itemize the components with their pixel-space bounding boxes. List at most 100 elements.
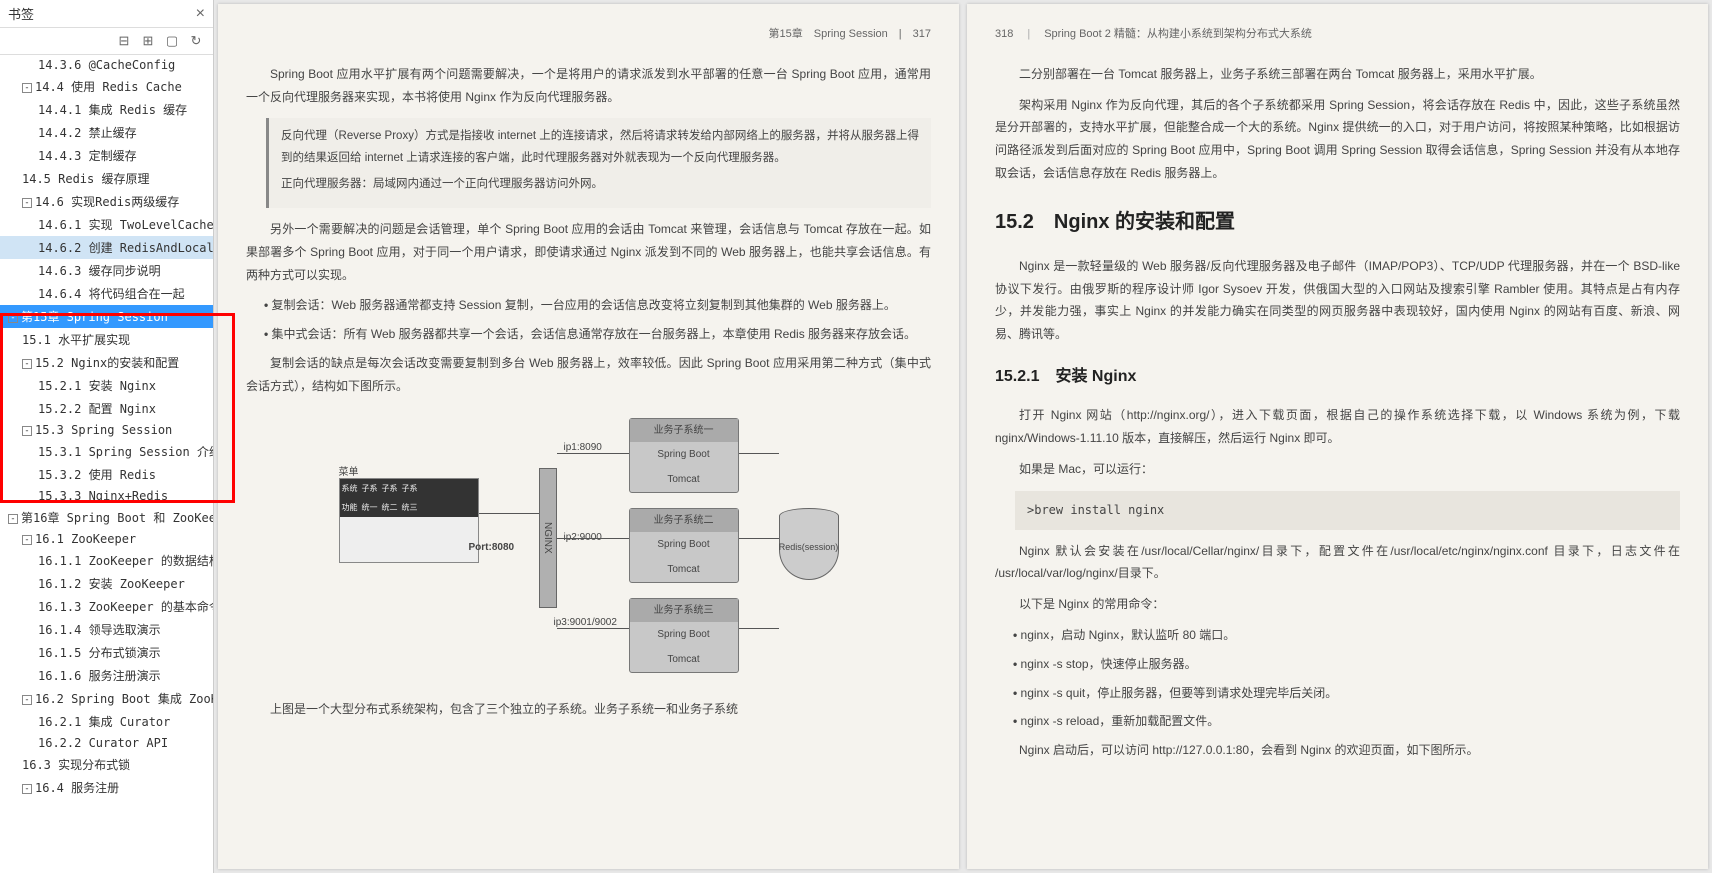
toc-item[interactable]: 16.1.5 分布式锁演示: [0, 641, 213, 664]
toc-label: 第16章 Spring Boot 和 ZooKeeper: [21, 511, 213, 525]
collapse-icon[interactable]: ⊟: [115, 32, 133, 50]
toc-label: 16.4 服务注册: [35, 781, 119, 795]
toc-label: 14.4.1 集成 Redis 缓存: [38, 103, 187, 117]
page-number: 318: [995, 24, 1013, 45]
toc-item[interactable]: -15.2 Nginx的安装和配置: [0, 351, 213, 374]
sidebar-header: 书签 ×: [0, 0, 213, 28]
toc-label: 第15章 Spring Session: [21, 310, 168, 324]
nginx-box: NGINX: [539, 468, 557, 608]
toc-item[interactable]: 14.4.1 集成 Redis 缓存: [0, 98, 213, 121]
toc-label: 16.1.5 分布式锁演示: [38, 646, 161, 660]
bookmark-icon[interactable]: ▢: [163, 32, 181, 50]
page-number: 317: [913, 28, 931, 40]
toc-item[interactable]: -14.4 使用 Redis Cache: [0, 75, 213, 98]
expand-icon[interactable]: ⊞: [139, 32, 157, 50]
toc-tree: 14.3.6 @CacheConfig-14.4 使用 Redis Cache1…: [0, 55, 213, 873]
paragraph: 二分别部署在一台 Tomcat 服务器上，业务子系统三部署在两台 Tomcat …: [995, 63, 1680, 86]
toc-label: 14.5 Redis 缓存原理: [22, 172, 149, 186]
paragraph: Nginx 默认会安装在/usr/local/Cellar/nginx/目录下，…: [995, 540, 1680, 586]
toc-item[interactable]: 14.6.4 将代码组合在一起: [0, 282, 213, 305]
bullet-item: 复制会话：Web 服务器通常都支持 Session 复制，一台应用的会话信息改变…: [246, 294, 931, 317]
toc-label: 14.6.3 缓存同步说明: [38, 264, 161, 278]
toc-label: 14.4.2 禁止缓存: [38, 126, 137, 140]
toc-item[interactable]: 16.1.6 服务注册演示: [0, 664, 213, 687]
quote-box: 反向代理（Reverse Proxy）方式是指接收 internet 上的连接请…: [266, 118, 931, 208]
quote-text: 正向代理服务器：局域网内通过一个正向代理服务器访问外网。: [281, 174, 919, 196]
paragraph: 以下是 Nginx 的常用命令：: [995, 593, 1680, 616]
toggle-icon[interactable]: -: [22, 83, 32, 93]
toc-item[interactable]: -16.1 ZooKeeper: [0, 529, 213, 549]
toc-label: 14.6.1 实现 TwoLevelCacheManager: [38, 218, 213, 232]
paragraph: 打开 Nginx 网站（http://nginx.org/），进入下载页面，根据…: [995, 404, 1680, 450]
bullet-item: nginx -s quit，停止服务器，但要等到请求处理完毕后关闭。: [995, 682, 1680, 705]
toc-item[interactable]: 14.6.2 创建 RedisAndLocalCache: [0, 236, 213, 259]
toggle-icon[interactable]: -: [22, 359, 32, 369]
toc-item[interactable]: 14.3.6 @CacheConfig: [0, 55, 213, 75]
toc-item[interactable]: 15.3.3 Nginx+Redis: [0, 486, 213, 506]
ip-label: ip1:8090: [564, 438, 602, 457]
toc-label: 14.4.3 定制缓存: [38, 149, 137, 163]
toc-item[interactable]: 15.3.1 Spring Session 介绍: [0, 440, 213, 463]
toc-item[interactable]: 15.1 水平扩展实现: [0, 328, 213, 351]
page-right: 318 | Spring Boot 2 精髓：从构建小系统到架构分布式大系统 二…: [967, 4, 1708, 869]
toc-label: 14.6.4 将代码组合在一起: [38, 287, 185, 301]
toc-item[interactable]: 14.4.2 禁止缓存: [0, 121, 213, 144]
toc-item[interactable]: -16.4 服务注册: [0, 776, 213, 799]
toc-label: 16.1.1 ZooKeeper 的数据结构: [38, 554, 213, 568]
toggle-icon[interactable]: -: [22, 198, 32, 208]
bullet-item: 集中式会话：所有 Web 服务器都共享一个会话，会话信息通常存放在一台服务器上，…: [246, 323, 931, 346]
toggle-icon[interactable]: -: [22, 426, 32, 436]
bookmarks-sidebar: 书签 × ⊟ ⊞ ▢ ↻ 14.3.6 @CacheConfig-14.4 使用…: [0, 0, 214, 873]
toc-item[interactable]: 16.3 实现分布式锁: [0, 753, 213, 776]
toc-item[interactable]: 15.2.1 安装 Nginx: [0, 374, 213, 397]
toc-item[interactable]: 16.2.1 集成 Curator: [0, 710, 213, 733]
page-header-right: 318 | Spring Boot 2 精髓：从构建小系统到架构分布式大系统: [995, 24, 1680, 45]
toc-item[interactable]: 16.1.1 ZooKeeper 的数据结构: [0, 549, 213, 572]
redis-cylinder: Redis(session): [779, 508, 839, 588]
toc-item[interactable]: 15.2.2 配置 Nginx: [0, 397, 213, 420]
toc-item[interactable]: 16.2.2 Curator API: [0, 733, 213, 753]
toc-item[interactable]: -15.3 Spring Session: [0, 420, 213, 440]
toc-label: 15.1 水平扩展实现: [22, 333, 130, 347]
toc-label: 16.1 ZooKeeper: [35, 532, 136, 546]
toc-label: 16.2 Spring Boot 集成 ZooKeeper: [35, 692, 213, 706]
paragraph: 复制会话的缺点是每次会话改变需要复制到多台 Web 服务器上，效率较低。因此 S…: [246, 352, 931, 398]
toc-label: 15.3.1 Spring Session 介绍: [38, 445, 213, 459]
toc-label: 16.3 实现分布式锁: [22, 758, 130, 772]
page-header-left: 第15章 Spring Session | 317: [246, 24, 931, 45]
page-viewer: 第15章 Spring Session | 317 Spring Boot 应用…: [214, 0, 1712, 873]
toc-label: 16.1.6 服务注册演示: [38, 669, 161, 683]
toc-label: 14.4 使用 Redis Cache: [35, 80, 182, 94]
toc-label: 14.3.6 @CacheConfig: [38, 58, 175, 72]
page-left: 第15章 Spring Session | 317 Spring Boot 应用…: [218, 4, 959, 869]
toc-item[interactable]: -第16章 Spring Boot 和 ZooKeeper: [0, 506, 213, 529]
toggle-icon[interactable]: -: [22, 784, 32, 794]
system-box: 业务子系统二 Spring Boot Tomcat: [629, 508, 739, 583]
paragraph: 上图是一个大型分布式系统架构，包含了三个独立的子系统。业务子系统一和业务子系统: [246, 698, 931, 721]
toc-item[interactable]: 14.6.1 实现 TwoLevelCacheManager: [0, 213, 213, 236]
toc-label: 16.2.1 集成 Curator: [38, 715, 170, 729]
toggle-icon[interactable]: -: [22, 535, 32, 545]
toc-item[interactable]: 16.1.3 ZooKeeper 的基本命令: [0, 595, 213, 618]
toggle-icon[interactable]: -: [22, 695, 32, 705]
refresh-icon[interactable]: ↻: [187, 32, 205, 50]
heading-2: 15.2 Nginx 的安装和配置: [995, 203, 1680, 241]
system-box: 业务子系统三 Spring Boot Tomcat: [629, 598, 739, 673]
bullet-item: nginx，启动 Nginx，默认监听 80 端口。: [995, 624, 1680, 647]
paragraph: 如果是 Mac，可以运行：: [995, 458, 1680, 481]
toc-item[interactable]: -16.2 Spring Boot 集成 ZooKeeper: [0, 687, 213, 710]
toc-item[interactable]: 14.6.3 缓存同步说明: [0, 259, 213, 282]
book-title: Spring Boot 2 精髓：从构建小系统到架构分布式大系统: [1044, 24, 1312, 45]
toggle-icon[interactable]: -: [8, 514, 18, 524]
paragraph: 另外一个需要解决的问题是会话管理，单个 Spring Boot 应用的会话由 T…: [246, 218, 931, 286]
bullet-item: nginx -s stop，快速停止服务器。: [995, 653, 1680, 676]
toc-item[interactable]: 14.4.3 定制缓存: [0, 144, 213, 167]
toc-item[interactable]: -第15章 Spring Session: [0, 305, 213, 328]
toggle-icon[interactable]: -: [8, 313, 18, 323]
close-icon[interactable]: ×: [196, 5, 205, 23]
toc-item[interactable]: 15.3.2 使用 Redis: [0, 463, 213, 486]
toc-item[interactable]: 16.1.4 领导选取演示: [0, 618, 213, 641]
toc-item[interactable]: 16.1.2 安装 ZooKeeper: [0, 572, 213, 595]
toc-item[interactable]: 14.5 Redis 缓存原理: [0, 167, 213, 190]
toc-item[interactable]: -14.6 实现Redis两级缓存: [0, 190, 213, 213]
